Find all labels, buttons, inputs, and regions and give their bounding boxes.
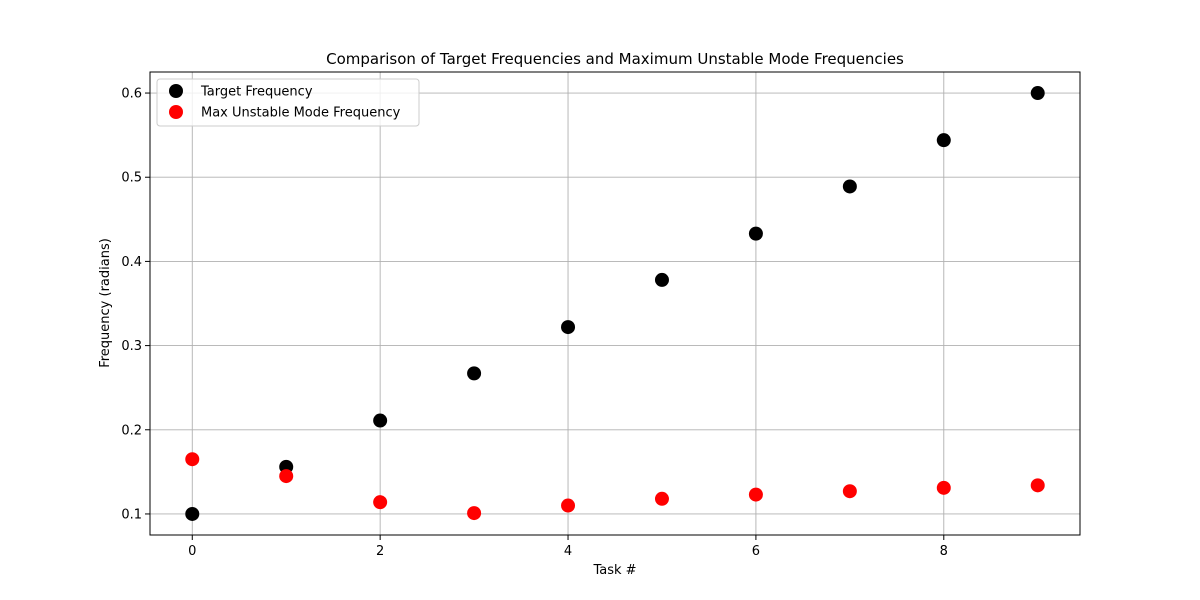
max-unstable-mode-frequency-point — [373, 495, 388, 510]
target-frequency-point — [654, 272, 669, 287]
x-tick-label: 8 — [940, 544, 948, 559]
x-tick-label: 2 — [376, 544, 384, 559]
x-tick-label: 6 — [752, 544, 760, 559]
legend-marker — [169, 105, 183, 119]
target-frequency-point — [467, 366, 482, 381]
y-tick-label: 0.3 — [121, 339, 142, 354]
target-frequency-point — [185, 506, 200, 521]
max-unstable-mode-frequency-point — [185, 452, 200, 467]
data-points — [185, 86, 1045, 521]
x-tick-label: 0 — [188, 544, 196, 559]
max-unstable-mode-frequency-point — [748, 487, 763, 502]
plot-frame — [149, 71, 1081, 536]
x-axis-label: Task # — [592, 563, 636, 578]
legend-label: Target Frequency — [200, 85, 313, 100]
chart-title: Comparison of Target Frequencies and Max… — [326, 50, 904, 68]
max-unstable-mode-frequency-point — [936, 480, 951, 495]
target-frequency-point — [842, 179, 857, 194]
y-tick-label: 0.5 — [121, 171, 142, 186]
legend: Target Frequency Max Unstable Mode Freque… — [156, 78, 420, 127]
max-unstable-mode-frequency-point — [654, 491, 669, 506]
target-frequency-point — [748, 226, 763, 241]
legend-label: Max Unstable Mode Frequency — [201, 106, 401, 121]
max-unstable-mode-frequency-point — [1030, 478, 1045, 493]
legend-box — [156, 78, 420, 127]
legend-marker — [169, 84, 183, 98]
target-frequency-point — [561, 320, 576, 335]
y-tick-label: 0.1 — [121, 507, 142, 522]
max-unstable-mode-frequency-point — [279, 469, 294, 484]
y-tick-label: 0.4 — [121, 255, 142, 270]
axis-ticks: 0 2 4 6 8 0.1 0.2 0.3 0.4 0.5 0.6 — [121, 87, 948, 559]
target-frequency-point — [936, 133, 951, 148]
grid-lines — [150, 72, 1080, 535]
y-tick-label: 0.6 — [121, 87, 142, 102]
y-axis-label: Frequency (radians) — [98, 238, 113, 368]
target-frequency-point — [373, 413, 388, 428]
max-unstable-mode-frequency-point — [467, 506, 482, 521]
target-frequency-point — [1030, 86, 1045, 101]
max-unstable-mode-frequency-point — [842, 484, 857, 499]
x-tick-label: 4 — [564, 544, 572, 559]
max-unstable-mode-frequency-point — [561, 498, 576, 513]
y-tick-label: 0.2 — [121, 423, 142, 438]
